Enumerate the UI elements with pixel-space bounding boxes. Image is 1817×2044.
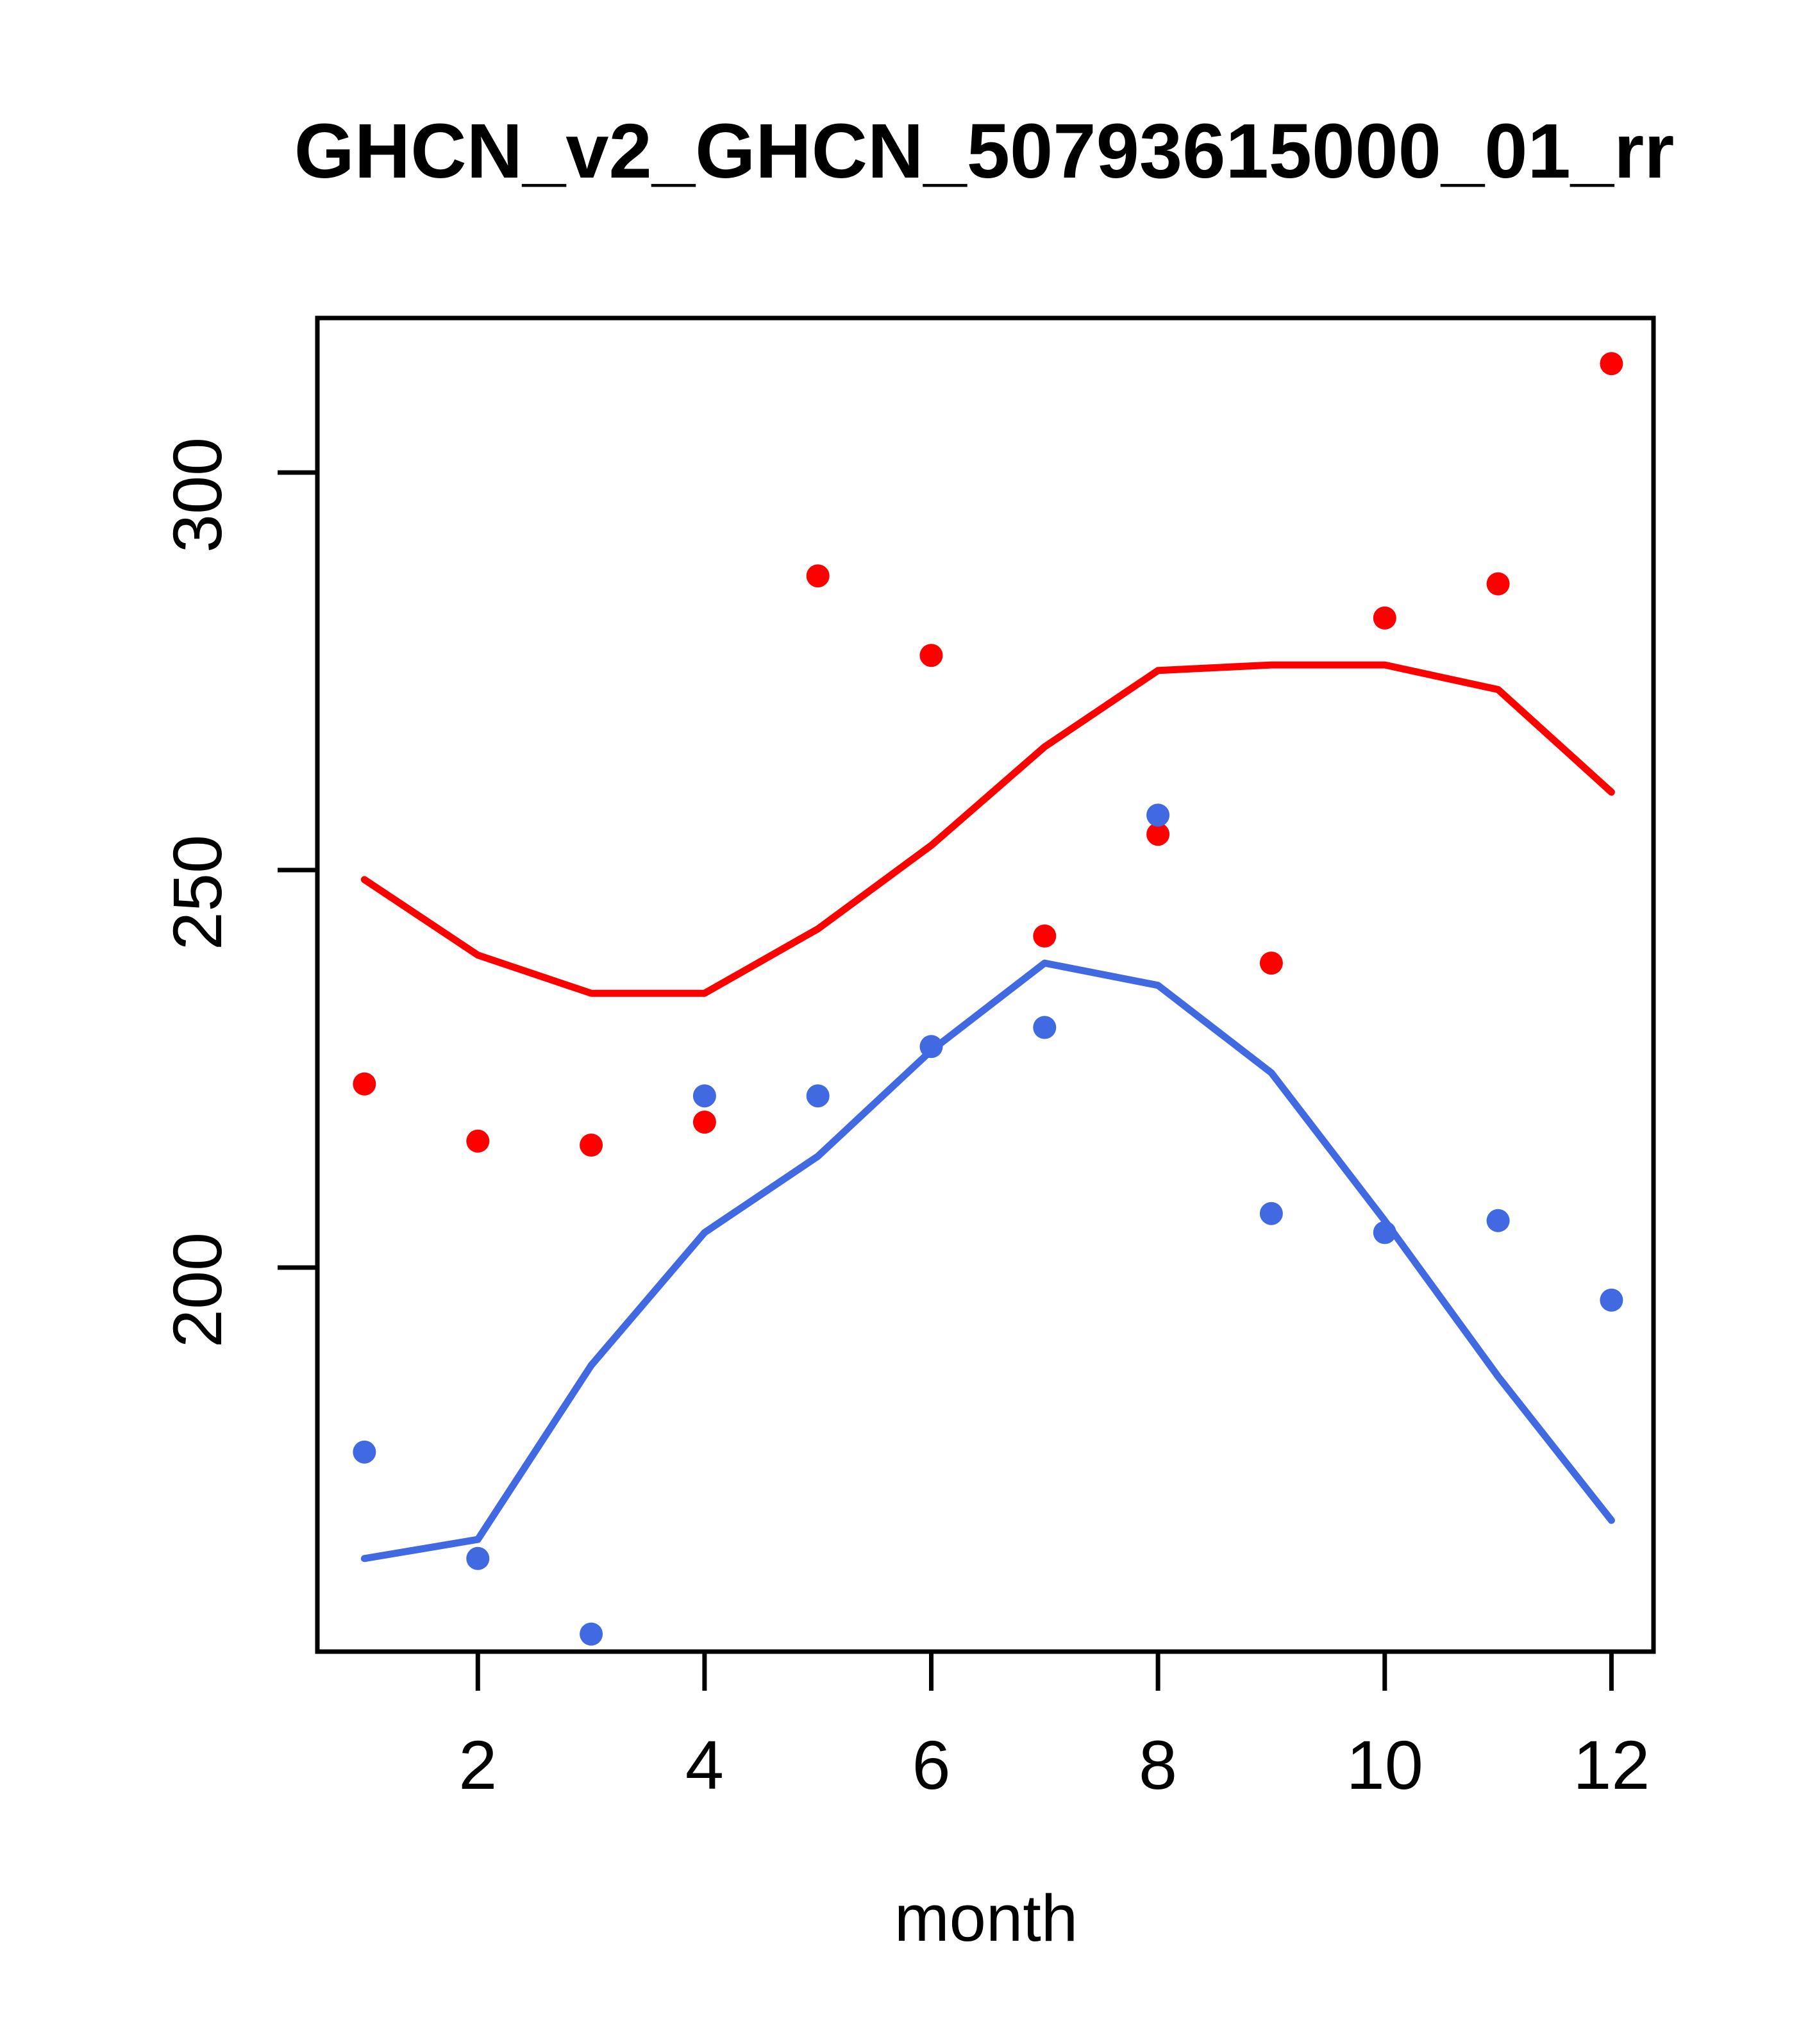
svg-text:month: month: [894, 1881, 1078, 1955]
svg-text:2: 2: [458, 1726, 497, 1804]
svg-text:GHCN_v2_GHCN_50793615000_01_rr: GHCN_v2_GHCN_50793615000_01_rr: [294, 107, 1675, 194]
svg-text:250: 250: [158, 835, 236, 950]
svg-text:6: 6: [912, 1726, 950, 1804]
svg-text:300: 300: [158, 437, 236, 553]
svg-text:4: 4: [685, 1726, 724, 1804]
svg-text:10: 10: [1346, 1726, 1423, 1804]
svg-text:200: 200: [158, 1232, 236, 1348]
svg-text:8: 8: [1139, 1726, 1177, 1804]
svg-text:12: 12: [1573, 1726, 1650, 1804]
